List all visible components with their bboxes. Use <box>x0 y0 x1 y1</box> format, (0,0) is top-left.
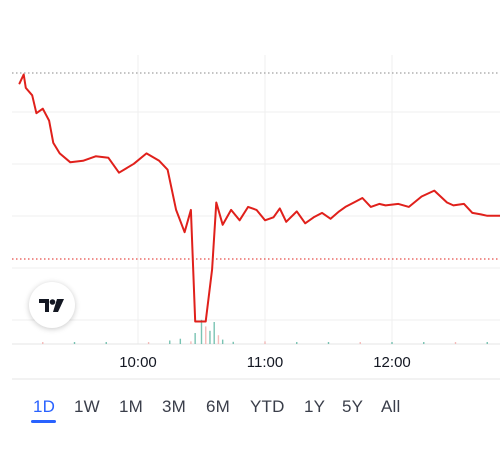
tab-1w[interactable]: 1W <box>74 397 100 416</box>
volume-bar <box>232 341 234 344</box>
volume-bar <box>221 339 224 344</box>
x-tick-label: 10:00 <box>119 354 157 371</box>
volume-bar <box>391 342 393 344</box>
x-tick-label: 11:00 <box>247 354 283 371</box>
tab-ytd[interactable]: YTD <box>250 397 285 416</box>
volume-bar <box>194 333 196 344</box>
tab-1y[interactable]: 1Y <box>304 397 326 416</box>
volume-bar <box>105 342 107 344</box>
x-tick-label: 12:00 <box>373 354 411 371</box>
volume-bar <box>359 342 361 344</box>
volume-bar <box>200 319 203 344</box>
volume-bar <box>213 322 215 344</box>
tab-1m[interactable]: 1M <box>119 397 144 416</box>
tab-3m[interactable]: 3M <box>162 397 187 416</box>
volume-bar <box>73 342 76 344</box>
price-line-series <box>18 73 500 323</box>
volume-bar <box>264 341 266 344</box>
tab-all[interactable]: All <box>381 397 401 416</box>
volume-bar <box>179 338 182 344</box>
volume-bar <box>42 342 44 344</box>
logo-mark <box>39 299 64 312</box>
active-tab-indicator <box>31 420 56 423</box>
volume-bar <box>169 340 171 344</box>
volume-bar <box>217 335 220 344</box>
volume-bar <box>423 342 425 344</box>
volume-bar <box>486 342 488 344</box>
volume-bar <box>147 342 150 344</box>
volume-bar <box>190 341 192 344</box>
tradingview-logo-icon[interactable] <box>29 282 75 328</box>
volume-bar <box>205 326 207 344</box>
tab-1d[interactable]: 1D <box>33 397 56 416</box>
volume-bar <box>454 342 457 344</box>
tab-6m[interactable]: 6M <box>206 397 231 416</box>
volume-bar <box>327 342 330 344</box>
tab-5y[interactable]: 5Y <box>342 397 364 416</box>
time-range-tabs: 1D 1W 1M 3M 6M YTD 1Y 5Y All <box>0 395 500 425</box>
volume-bar <box>296 342 298 344</box>
volume-bar <box>209 330 211 344</box>
